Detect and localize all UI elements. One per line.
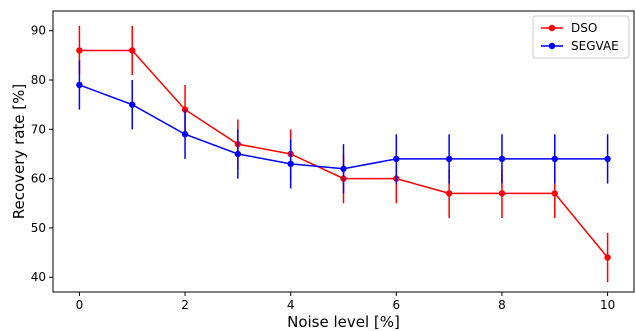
data-point-segvae [129,101,136,108]
x-axis-title: Noise level [%] [287,313,400,331]
y-axis-title: Recovery rate [%] [10,84,28,220]
y-tick-label: 70 [31,122,46,136]
data-point-segvae [498,155,506,163]
y-tick-label: 80 [31,73,46,87]
x-tick-label: 0 [76,298,84,312]
data-point-segvae [287,160,294,168]
data-point-dso [76,47,83,54]
data-point-segvae [604,155,611,163]
data-point-dso [551,190,558,197]
y-tick-label: 50 [31,221,46,235]
legend-marker-dso [548,24,556,32]
data-point-dso [498,190,506,197]
x-tick-label: 8 [498,298,506,312]
data-point-dso [129,47,136,54]
series-segvae [76,60,611,194]
y-tick-label: 40 [31,270,46,284]
data-point-segvae [340,165,347,172]
data-point-segvae [181,131,189,138]
x-tick-label: 4 [287,298,295,312]
data-point-dso [445,190,453,197]
x-tick-label: 10 [600,298,615,312]
data-point-segvae [234,150,242,158]
legend-label-dso: DSO [571,21,597,35]
x-tick-label: 6 [392,298,400,312]
x-tick-label: 2 [181,298,189,312]
legend-marker-segvae [548,42,556,50]
plot-area [76,25,611,283]
legend-label-segvae: SEGVAE [571,39,619,53]
legend-box [532,15,630,59]
data-point-segvae [76,81,83,89]
data-point-segvae [551,155,558,163]
legend: DSO SEGVAE [532,15,630,59]
axes: 0 2 4 6 8 10 40 50 60 70 80 90 [31,24,616,312]
data-point-segvae [393,155,400,163]
data-point-segvae [445,155,453,163]
plot-frame [52,10,635,293]
data-point-dso [604,254,611,261]
y-tick-label: 90 [31,24,46,38]
y-tick-label: 60 [31,172,46,186]
